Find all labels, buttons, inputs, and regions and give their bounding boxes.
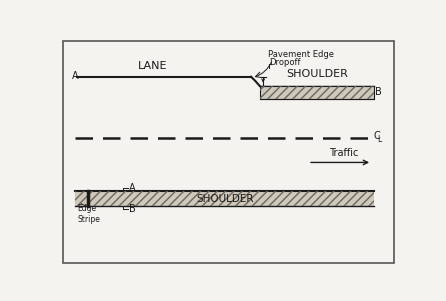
Text: A: A bbox=[129, 183, 136, 193]
Text: B: B bbox=[129, 203, 136, 213]
Text: Traffic: Traffic bbox=[329, 148, 358, 158]
Text: Pavement Edge: Pavement Edge bbox=[268, 50, 334, 59]
Text: L: L bbox=[378, 135, 382, 144]
Bar bbox=[260, 86, 374, 99]
Text: Edge
Stripe: Edge Stripe bbox=[77, 204, 100, 224]
Text: SHOULDER: SHOULDER bbox=[286, 69, 347, 79]
Text: LANE: LANE bbox=[138, 61, 167, 71]
Bar bbox=[260, 86, 374, 99]
Bar bbox=[75, 191, 374, 206]
Text: C: C bbox=[373, 132, 380, 141]
Text: A: A bbox=[71, 70, 78, 81]
Text: Dropoff: Dropoff bbox=[269, 58, 301, 67]
Bar bbox=[75, 191, 374, 206]
Text: B: B bbox=[376, 87, 382, 98]
Text: SHOULDER: SHOULDER bbox=[196, 194, 254, 204]
